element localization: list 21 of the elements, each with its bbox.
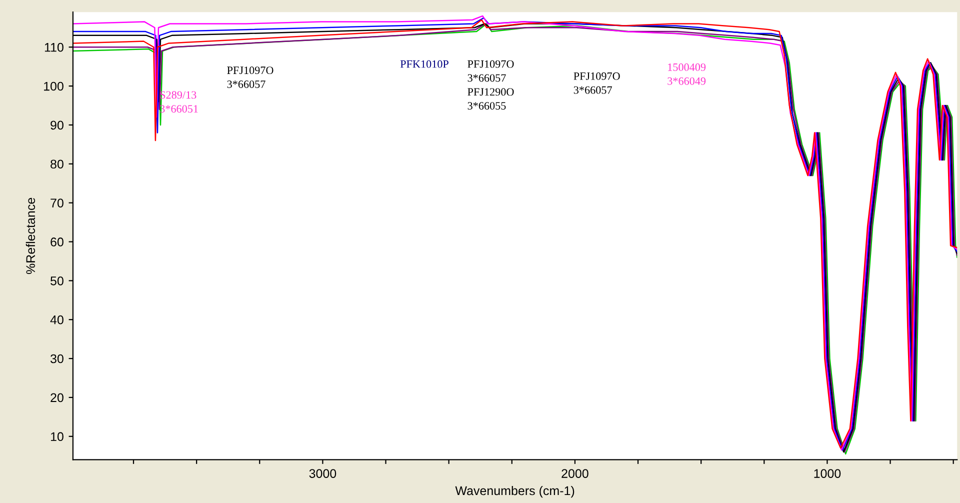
y-tick-label: 60 (50, 238, 64, 246)
y-axis-title: %Reflectance (26, 198, 36, 274)
y-tick-label: 50 (50, 276, 64, 286)
x-tick-label: 2000 (562, 469, 588, 478)
y-tick-label: 70 (50, 198, 64, 208)
y-tick-label: 40 (50, 315, 64, 324)
y-tick-label: 10 (50, 432, 64, 442)
y-tick-label: 30 (50, 354, 64, 364)
annotation: PFK1010P (400, 60, 448, 68)
x-tick-label: 3000 (309, 469, 336, 478)
annotation: 1500409 3*66049 (668, 63, 706, 85)
annotation: PFJ1097O 3*66057 (227, 66, 274, 88)
y-tick-label: 100 (44, 82, 64, 91)
annotation: PFJ1097O 3*66057 (574, 72, 620, 94)
y-tick-label: 90 (50, 120, 64, 130)
x-tick-label: 1000 (814, 469, 841, 478)
y-tick-label: 20 (50, 393, 64, 402)
annotation: PFJ1097O 3*66057 PFJ1290O 3*66055 (468, 60, 514, 110)
y-tick-label: 110 (44, 42, 64, 52)
x-axis-title: Wavenumbers (cm-1) (455, 486, 574, 498)
y-tick-label: 80 (50, 160, 64, 169)
